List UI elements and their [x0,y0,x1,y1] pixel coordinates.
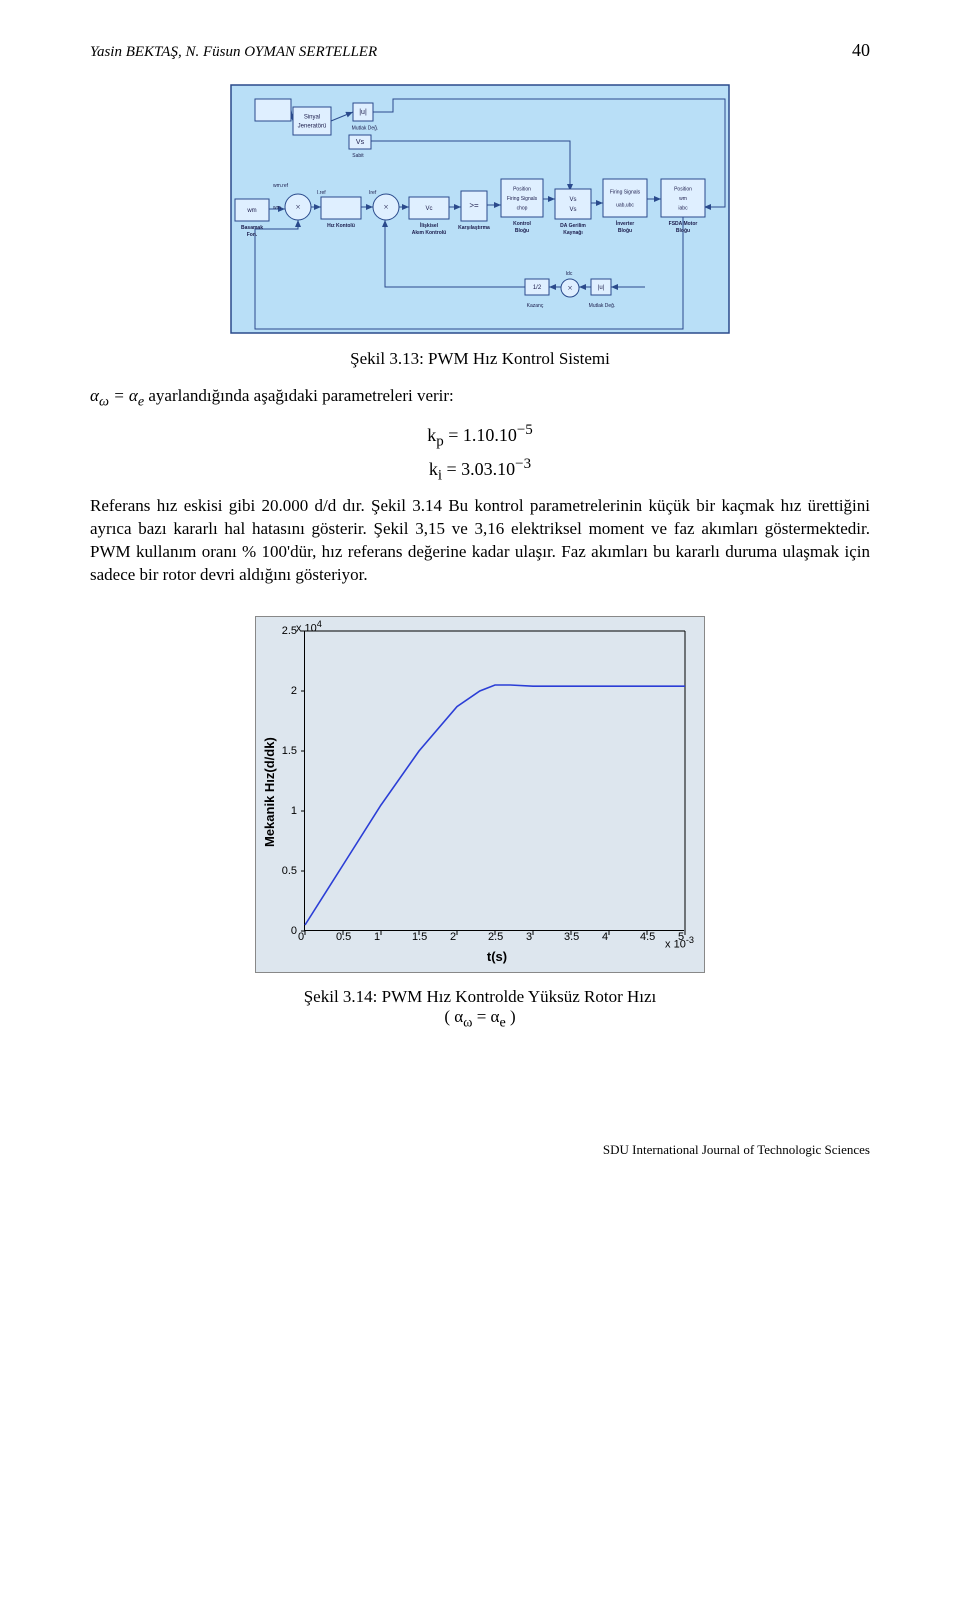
svg-text:1.5: 1.5 [282,745,297,757]
svg-text:Mutlak Değ.: Mutlak Değ. [352,126,379,132]
x-tick: 0.5 [336,931,351,943]
chart-panel: x 104 Mekanik Hız(d/dk) 00.511.522.5 00.… [255,616,705,973]
svg-text:0.5: 0.5 [282,865,297,877]
equation-ki: ki = 3.03.10−3 [90,456,870,485]
svg-text:I.ref: I.ref [317,190,326,196]
figure-caption-3-13: Şekil 3.13: PWM Hız Kontrol Sistemi [90,349,870,369]
block-diagram-svg: Sinyal Jeneratörü |u| Mutlak Değ. Vs Sabit wm B… [225,79,735,339]
plot-area: 00.511.522.5 [304,631,684,931]
intro-text: ayarlandığında aşağıdaki parametreleri v… [148,386,453,405]
svg-text:2.5: 2.5 [282,625,297,637]
svg-text:Karşılaştırma: Karşılaştırma [458,225,490,231]
body-paragraph: Referans hız eskisi gibi 20.000 d/d dır.… [90,495,870,587]
x-exponent: x 10-3 [665,935,694,951]
svg-text:|u|: |u| [598,285,605,291]
svg-text:Iref: Iref [369,190,377,196]
svg-text:Firing Signals: Firing Signals [610,190,641,196]
chart-svg: 00.511.522.5 [305,631,685,931]
svg-text:×: × [295,202,300,212]
svg-text:FSDA Motor: FSDA Motor [669,221,698,227]
x-tick: 4 [602,931,608,943]
svg-text:Mutlak Değ.: Mutlak Değ. [589,303,616,309]
svg-text:Bloğu: Bloğu [515,228,529,234]
x-tick: 0 [298,931,304,943]
x-tick-row: 00.511.522.533.544.55 [304,931,690,945]
caption-equation: ( αω = αe ) [444,1007,515,1026]
svg-text:İnverter: İnverter [616,220,634,227]
svg-text:0: 0 [291,925,297,937]
chart-figure: x 104 Mekanik Hız(d/dk) 00.511.522.5 00.… [255,616,705,973]
svg-text:wm: wm [679,196,687,202]
page: Yasin BEKTAŞ, N. Füsun OYMAN SERTELLER 4… [0,0,960,1188]
svg-text:Vs: Vs [356,139,365,146]
svg-text:Kaynağı: Kaynağı [563,230,583,236]
x-axis-label: t(s) [304,949,690,964]
x-tick: 1 [374,931,380,943]
y-axis-label: Mekanik Hız(d/dk) [262,738,277,848]
svg-text:Kazanç: Kazanç [527,303,544,309]
x-tick: 3.5 [564,931,579,943]
svg-text:uab,ubc: uab,ubc [616,202,634,208]
svg-text:DA Gerilim: DA Gerilim [560,223,586,229]
svg-text:×: × [567,283,572,293]
svg-text:Idc: Idc [566,271,573,277]
svg-text:iabc: iabc [678,206,688,212]
svg-text:×: × [383,202,388,212]
svg-text:Kontrol: Kontrol [513,221,531,227]
svg-text:İlişkisel: İlişkisel [420,222,439,229]
block-diagram: Sinyal Jeneratörü |u| Mutlak Değ. Vs Sabit wm B… [225,79,735,339]
authors: Yasin BEKTAŞ, N. Füsun OYMAN SERTELLER [90,44,377,61]
footer: SDU International Journal of Technologic… [90,1142,870,1158]
svg-text:Firing Signals: Firing Signals [507,196,538,202]
x-tick: 4.5 [640,931,655,943]
svg-text:Fon.: Fon. [247,232,258,238]
svg-text:Vs: Vs [569,207,576,213]
svg-text:Position: Position [513,187,531,193]
svg-text:Sinyal: Sinyal [304,114,320,120]
svg-text:Jeneratörü: Jeneratörü [298,124,327,130]
svg-text:Vs: Vs [569,197,576,203]
svg-text:Basamak: Basamak [241,225,263,231]
svg-text:wm: wm [273,205,281,211]
caption-text: Şekil 3.14: PWM Hız Kontrolde Yüksüz Rot… [304,987,657,1006]
svg-text:chop: chop [517,206,528,212]
equation-kp: kp = 1.10.10−5 [90,422,870,451]
svg-text:1: 1 [291,805,297,817]
x-tick: 1.5 [412,931,427,943]
svg-text:wm.ref: wm.ref [273,183,289,189]
figure-caption-3-14: Şekil 3.14: PWM Hız Kontrolde Yüksüz Rot… [90,987,870,1031]
header-row: Yasin BEKTAŞ, N. Füsun OYMAN SERTELLER 4… [90,40,870,61]
x-tick: 2 [450,931,456,943]
x-tick: 3 [526,931,532,943]
svg-text:Bloğu: Bloğu [618,228,632,234]
svg-text:>=: >= [469,201,479,210]
equation-intro: αω = αe ayarlandığında aşağıdaki paramet… [90,385,870,412]
svg-text:1/2: 1/2 [533,285,542,291]
svg-text:Sabit: Sabit [352,153,364,159]
x-tick: 2.5 [488,931,503,943]
svg-text:Vc: Vc [425,206,432,212]
svg-text:Bloğu: Bloğu [676,228,690,234]
svg-text:2: 2 [291,685,297,697]
svg-text:wm: wm [246,208,256,214]
page-number: 40 [852,40,870,61]
svg-text:Akım Kontrolü: Akım Kontrolü [412,230,446,236]
svg-text:Position: Position [674,187,692,193]
alpha-equation: αω = αe [90,386,148,405]
svg-text:Hız Kontolü: Hız Kontolü [327,223,355,229]
svg-text:|u|: |u| [359,109,367,116]
